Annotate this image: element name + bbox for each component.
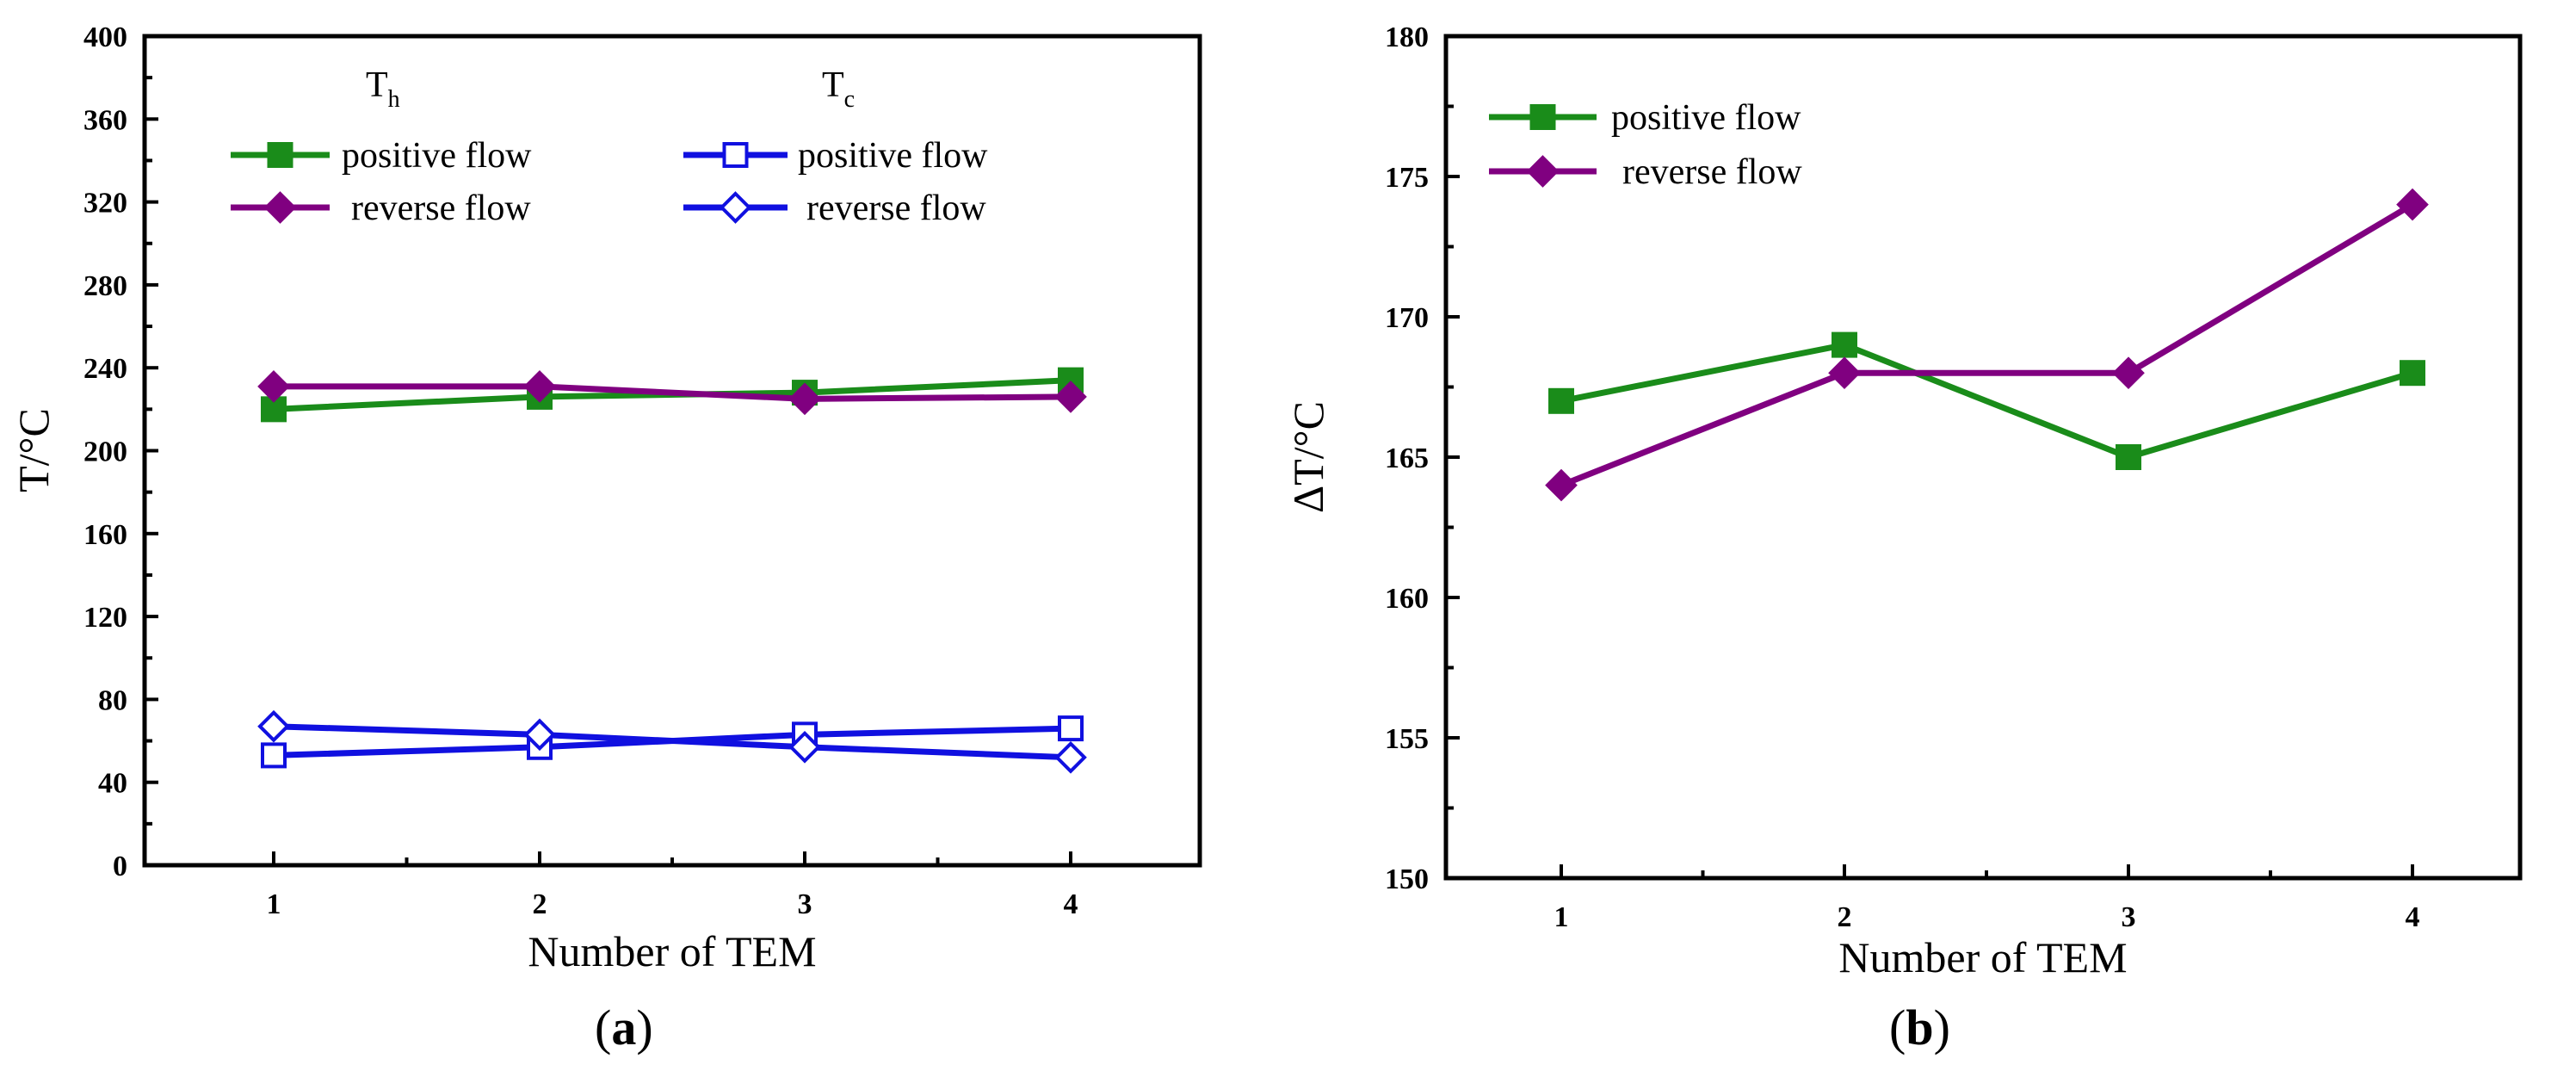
series-layer-a xyxy=(257,367,1087,774)
data-point xyxy=(2116,444,2141,470)
legend-group-title: Th xyxy=(366,65,400,113)
data-point xyxy=(2400,360,2425,387)
y-tick-label: 240 xyxy=(83,353,127,385)
series-line-2 xyxy=(274,383,1072,402)
panel-label-b: (b) xyxy=(1889,1000,1950,1055)
x-tick-label: 4 xyxy=(2406,901,2420,933)
legend-label: reverse flow xyxy=(1622,152,1802,192)
legend-swatch-marker xyxy=(263,191,297,224)
y-tick-label: 40 xyxy=(98,768,127,800)
series-line-2 xyxy=(1560,201,2414,488)
y-tick-label: 280 xyxy=(83,270,127,302)
x-tick-label: 3 xyxy=(798,888,812,920)
panel-letter-a: a xyxy=(611,1000,636,1055)
x-tick-label: 3 xyxy=(2122,901,2136,933)
legend-swatch-marker xyxy=(722,142,749,168)
y-tick-label: 180 xyxy=(1385,22,1429,53)
data-point xyxy=(1548,387,1574,414)
legend-label: positive flow xyxy=(1611,98,1801,138)
panel-letter-b: b xyxy=(1906,1000,1933,1055)
data-point xyxy=(1054,740,1087,774)
y-tick-label: 360 xyxy=(83,104,127,136)
data-point xyxy=(788,730,821,764)
data-point xyxy=(2112,356,2145,390)
x-axis-title-b: Number of TEM xyxy=(1838,933,2127,981)
x-tick-label: 1 xyxy=(1554,901,1569,933)
x-axis-title-a: Number of TEM xyxy=(528,927,816,975)
y-tick-label: 160 xyxy=(1385,583,1429,615)
legend-swatch-marker xyxy=(719,191,752,224)
legend-swatch-marker xyxy=(1526,155,1560,188)
y-tick-label: 155 xyxy=(1385,723,1429,755)
data-point xyxy=(523,718,556,752)
data-point xyxy=(261,742,287,769)
data-point xyxy=(1545,468,1578,502)
legend-swatch-marker xyxy=(1529,104,1556,130)
legend-label: positive flow xyxy=(798,136,988,176)
data-point xyxy=(788,382,821,416)
axis-ticks-a: 0 40 80 120 160 200 240 280 320 360 400 1 2 3 4 xyxy=(83,22,1078,920)
panel-label-a: (a) xyxy=(595,1000,653,1055)
plot-frame-b xyxy=(1443,34,2523,881)
series-line-4 xyxy=(273,723,1072,761)
data-point xyxy=(2396,188,2429,221)
series-layer-b xyxy=(1545,188,2429,502)
legend-swatch-marker xyxy=(267,142,293,168)
y-tick-label: 175 xyxy=(1385,162,1429,194)
y-tick-label: 80 xyxy=(98,684,127,716)
legend-label: reverse flow xyxy=(806,189,986,228)
legend-group-title-main: T xyxy=(366,65,388,105)
y-tick-label: 400 xyxy=(83,22,127,53)
y-tick-label: 120 xyxy=(83,602,127,634)
legend-label: positive flow xyxy=(342,136,532,176)
y-axis-title-b: ΔT/°C xyxy=(1284,401,1332,513)
legend-group-title: Tc xyxy=(822,65,855,113)
data-point xyxy=(523,370,556,403)
data-point xyxy=(1832,331,1857,358)
data-point xyxy=(257,370,290,403)
data-point xyxy=(1828,356,1861,390)
data-point xyxy=(257,709,290,743)
legend-group-title-sub: h xyxy=(388,86,400,113)
legend-label: reverse flow xyxy=(351,189,531,228)
y-tick-label: 170 xyxy=(1385,302,1429,334)
legend-group-title-main: T xyxy=(822,65,844,105)
y-tick-label: 200 xyxy=(83,436,127,468)
x-tick-label: 2 xyxy=(533,888,547,920)
data-point xyxy=(1058,715,1084,742)
series-line-1 xyxy=(1560,341,2413,461)
y-axis-title-a: T/°C xyxy=(9,408,58,492)
x-tick-label: 1 xyxy=(267,888,281,920)
axis-ticks-b: 150 155 160 165 170 175 180 1 2 3 4 xyxy=(1385,22,2420,933)
y-tick-label: 150 xyxy=(1385,863,1429,895)
data-point xyxy=(1054,381,1087,413)
legend-b: positive flow reverse flow xyxy=(1489,98,1802,192)
y-tick-label: 320 xyxy=(83,188,127,220)
x-tick-label: 4 xyxy=(1064,888,1078,920)
y-tick-label: 0 xyxy=(113,851,127,882)
y-tick-label: 165 xyxy=(1385,443,1429,474)
legend-group-title-sub: c xyxy=(844,86,855,113)
y-tick-label: 160 xyxy=(83,519,127,551)
x-tick-label: 2 xyxy=(1838,901,1852,933)
chart-panel-b: 150 155 160 165 170 175 180 1 2 3 4 positive flow r… xyxy=(1284,22,2523,1055)
